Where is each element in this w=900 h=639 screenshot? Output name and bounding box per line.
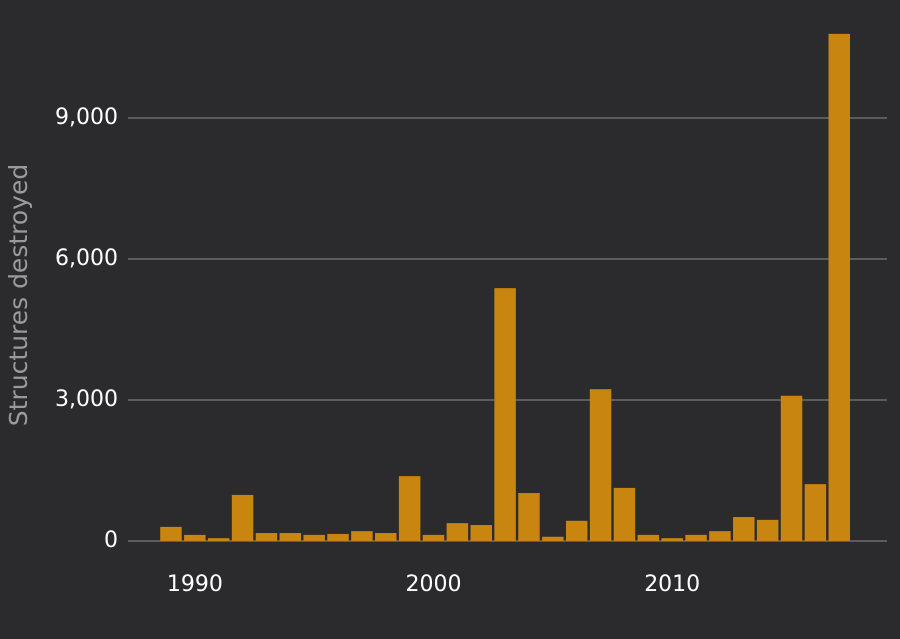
bar [231, 494, 254, 541]
y-axis-label: Structures destroyed [4, 164, 33, 426]
y-tick-label: 0 [104, 528, 118, 553]
x-tick-label: 2010 [644, 572, 700, 597]
bar [446, 523, 469, 541]
bar [613, 487, 636, 541]
bar [375, 533, 397, 541]
bar [804, 484, 827, 541]
bar [494, 288, 516, 541]
bar [756, 519, 779, 541]
y-tick-label: 9,000 [55, 105, 118, 130]
bar [733, 517, 755, 541]
bar [327, 533, 349, 541]
bar [565, 520, 588, 541]
bar [279, 533, 302, 541]
y-tick-label: 3,000 [55, 387, 118, 412]
bar [470, 525, 492, 541]
bar [709, 531, 731, 541]
y-tick-label: 6,000 [55, 246, 118, 271]
bar [542, 536, 564, 541]
bar [518, 493, 540, 541]
bar [398, 476, 421, 541]
x-tick-label: 1990 [167, 572, 223, 597]
x-tick-label: 2000 [406, 572, 462, 597]
bar [685, 534, 707, 541]
bar [637, 534, 660, 541]
bar [255, 533, 278, 541]
bar [207, 538, 230, 541]
bar [351, 531, 373, 541]
bar [303, 534, 325, 541]
bar [184, 534, 206, 541]
bar [589, 389, 612, 541]
bar [828, 33, 851, 542]
bar [661, 538, 683, 541]
bar [160, 526, 182, 541]
bar [780, 395, 803, 541]
bar [422, 534, 445, 541]
